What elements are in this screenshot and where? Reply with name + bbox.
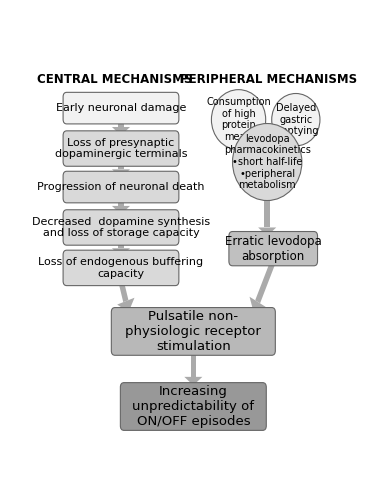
FancyBboxPatch shape — [63, 131, 179, 166]
Text: CENTRAL MECHANISMS: CENTRAL MECHANISMS — [37, 74, 193, 86]
Text: Loss of presynaptic
dopaminergic terminals: Loss of presynaptic dopaminergic termina… — [55, 138, 187, 160]
Text: Pulsatile non-
physiologic receptor
stimulation: Pulsatile non- physiologic receptor stim… — [125, 310, 261, 353]
FancyBboxPatch shape — [229, 232, 317, 266]
FancyBboxPatch shape — [63, 92, 179, 124]
Polygon shape — [112, 127, 130, 136]
Polygon shape — [184, 377, 202, 386]
Bar — [118, 240, 124, 248]
Ellipse shape — [233, 124, 302, 200]
FancyBboxPatch shape — [111, 308, 275, 356]
Ellipse shape — [212, 90, 266, 150]
Text: Increasing
unpredictability of
ON/OFF episodes: Increasing unpredictability of ON/OFF ep… — [132, 385, 254, 428]
Text: Loss of endogenous buffering
capacity: Loss of endogenous buffering capacity — [39, 257, 203, 278]
Polygon shape — [112, 248, 130, 256]
FancyBboxPatch shape — [63, 250, 179, 286]
Polygon shape — [118, 280, 128, 302]
Polygon shape — [249, 296, 266, 312]
Text: Decreased  dopamine synthesis
and loss of storage capacity: Decreased dopamine synthesis and loss of… — [32, 216, 210, 238]
FancyBboxPatch shape — [120, 382, 266, 430]
Bar — [118, 198, 124, 206]
Text: Progression of neuronal death: Progression of neuronal death — [37, 182, 205, 192]
Bar — [118, 162, 124, 170]
Text: Early neuronal damage: Early neuronal damage — [56, 103, 186, 113]
Text: Consumption
of high
protein
meals: Consumption of high protein meals — [206, 98, 271, 142]
Bar — [191, 350, 196, 377]
Polygon shape — [258, 228, 276, 236]
Text: Delayed
gastric
emptying: Delayed gastric emptying — [273, 103, 319, 136]
Polygon shape — [112, 170, 130, 178]
Bar — [265, 200, 270, 228]
Text: PERIPHERAL MECHANISMS: PERIPHERAL MECHANISMS — [180, 74, 357, 86]
Polygon shape — [255, 260, 276, 304]
Text: Erratic levodopa
absorption: Erratic levodopa absorption — [225, 234, 322, 262]
Polygon shape — [112, 206, 130, 214]
Polygon shape — [117, 298, 135, 312]
Bar — [118, 120, 124, 127]
FancyBboxPatch shape — [63, 210, 179, 245]
Ellipse shape — [272, 94, 320, 146]
Text: levodopa
pharmacokinetics
•short half-life
•peripheral
metabolism: levodopa pharmacokinetics •short half-li… — [224, 134, 311, 190]
FancyBboxPatch shape — [63, 172, 179, 203]
